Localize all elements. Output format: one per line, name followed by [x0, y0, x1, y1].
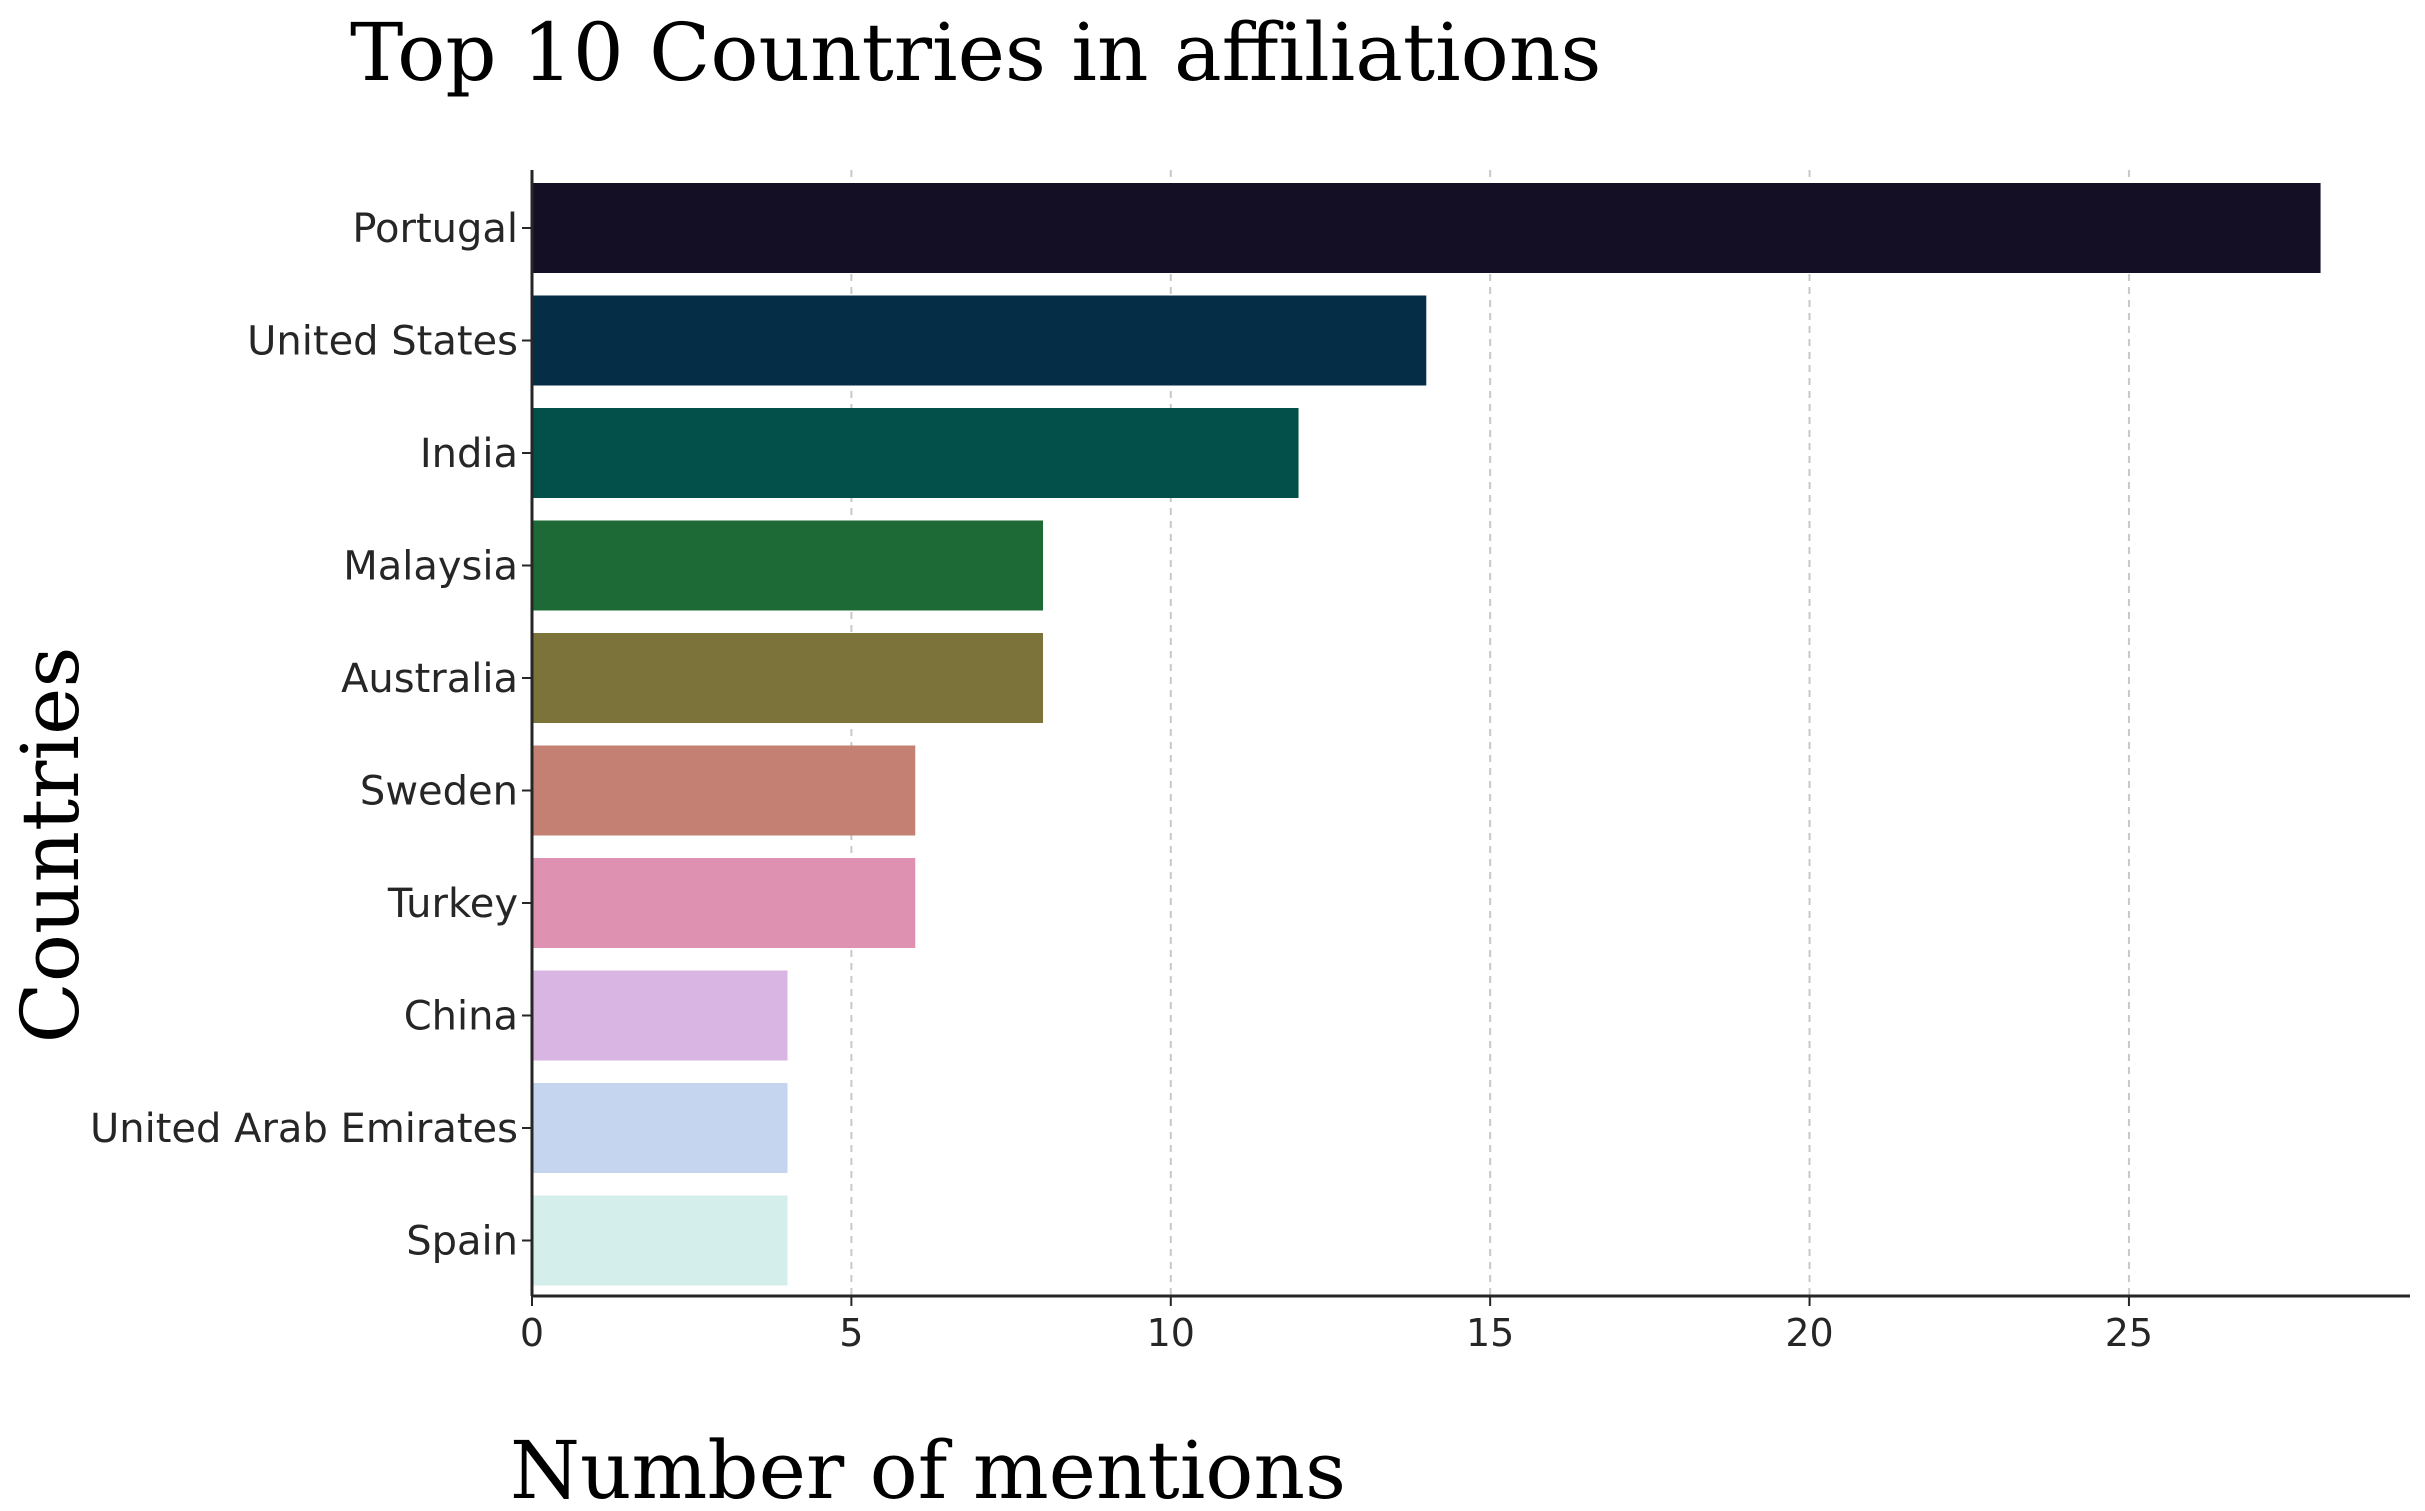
- y-tick-label-0: Portugal: [352, 206, 518, 252]
- x-tick-label-0: 0: [520, 1311, 544, 1355]
- bar-0: [532, 183, 2321, 273]
- y-tick-label-2: India: [420, 431, 518, 477]
- x-tick-label-1: 5: [839, 1311, 863, 1355]
- y-tick-label-5: Sweden: [360, 769, 518, 815]
- bar-8: [532, 1083, 788, 1173]
- x-tick-label-3: 15: [1466, 1311, 1514, 1355]
- tick-labels: Portugal United States India Malaysia Austra…: [90, 206, 2153, 1355]
- y-tick-label-3: Malaysia: [343, 544, 518, 590]
- bar-6: [532, 858, 916, 948]
- bar-7: [532, 970, 788, 1061]
- y-tick-label-1: United States: [247, 319, 518, 365]
- bar-2: [532, 408, 1299, 498]
- x-tick-label-2: 10: [1147, 1311, 1195, 1355]
- y-tick-label-6: Turkey: [387, 881, 518, 927]
- bar-5: [532, 745, 916, 836]
- x-tick-label-4: 20: [1785, 1311, 1833, 1355]
- bar-1: [532, 295, 1427, 386]
- y-tick-label-7: China: [404, 994, 518, 1040]
- axes: [522, 170, 2410, 1306]
- bar-9: [532, 1195, 788, 1286]
- y-axis-label: Countries: [4, 647, 97, 1044]
- bar-4: [532, 633, 1044, 723]
- x-axis-label: Number of mentions: [510, 1424, 1346, 1511]
- x-tick-label-5: 25: [2105, 1311, 2153, 1355]
- bars: [532, 183, 2321, 1286]
- y-tick-label-4: Australia: [341, 656, 518, 702]
- y-tick-label-9: Spain: [406, 1219, 518, 1265]
- bar-3: [532, 520, 1044, 611]
- y-tick-label-8: United Arab Emirates: [90, 1106, 518, 1152]
- chart-title: Top 10 Countries in affiliations: [350, 6, 1601, 99]
